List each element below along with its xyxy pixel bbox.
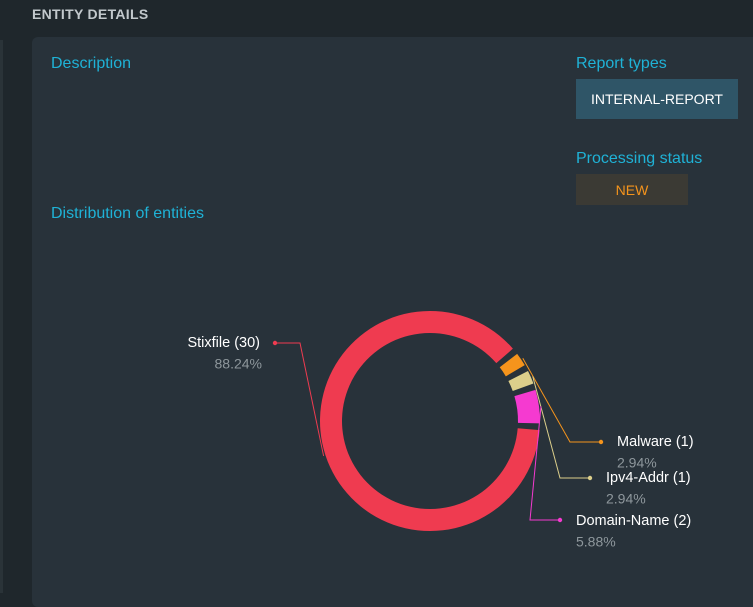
donut-slice-stixfile[interactable] [320, 311, 540, 531]
leader-dot-domain-name [558, 518, 562, 522]
donut-slice-domain-name[interactable] [514, 390, 540, 424]
donut-slice-ipv4-addr[interactable] [508, 371, 533, 391]
slice-percent-domain-name: 5.88% [576, 534, 616, 550]
leader-dot-stixfile [273, 341, 277, 345]
slice-percent-ipv4-addr: 2.94% [606, 491, 646, 507]
leader-dot-ipv4-addr [588, 476, 592, 480]
slice-label-ipv4-addr: Ipv4-Addr (1) [606, 470, 691, 486]
donut-slice-malware[interactable] [500, 354, 525, 376]
slice-label-stixfile: Stixfile (30) [187, 335, 260, 351]
slice-label-domain-name: Domain-Name (2) [576, 513, 691, 529]
slice-percent-malware: 2.94% [617, 455, 657, 471]
slice-label-malware: Malware (1) [617, 434, 694, 450]
entity-distribution-donut-chart: Stixfile (30)88.24%Malware (1)2.94%Ipv4-… [0, 0, 753, 593]
slice-percent-stixfile: 88.24% [215, 356, 262, 372]
leader-line-stixfile [275, 343, 324, 456]
leader-dot-malware [599, 440, 603, 444]
